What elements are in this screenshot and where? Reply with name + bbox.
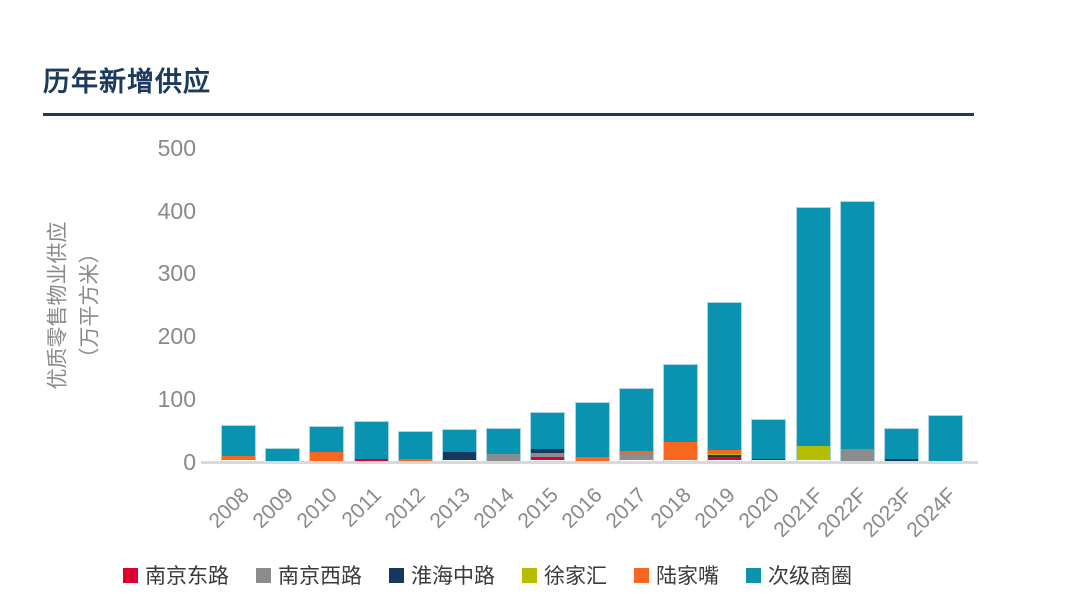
bar-2022F [839,200,875,462]
legend-swatch-icon [634,567,649,583]
bar-segment [619,451,653,455]
bar-segment [575,403,609,458]
bar-segment [531,413,565,449]
x-axis-line [201,461,978,464]
bar-2011 [353,420,389,462]
bar-segment [885,428,918,459]
legend-label: 徐家汇 [544,565,607,588]
legend-swatch-icon [123,567,138,583]
bar-segment [443,429,476,453]
bar-2015 [530,412,566,462]
legend-swatch-icon [522,567,537,583]
bar-2013 [442,428,477,462]
bar-segment [708,455,742,458]
bar-2023F [884,427,919,462]
legend-item: 淮海中路 [389,560,495,590]
legend-swatch-icon [746,567,761,583]
legend-swatch-icon [256,567,271,583]
bar-2021F [795,206,831,462]
bar-segment [531,457,565,461]
bar-segment [487,428,521,455]
bar-segment [531,448,565,453]
y-axis-label-line1: 优质零售物业供应 [46,221,70,390]
bar-segment [354,421,388,460]
y-tick-label: 100 [157,385,196,412]
bar-segment [222,456,255,461]
bar-segment [664,458,697,461]
y-axis-label: 优质零售物业供应 （万平方米） [36,148,112,463]
bar-2018 [663,363,698,462]
bar-segment [796,207,830,447]
bar-segment [885,458,918,461]
legend-label: 淮海中路 [411,565,495,588]
bar-segment [266,448,300,461]
bar-segment [531,452,565,458]
bar-segment [708,303,742,451]
y-tick-label: 500 [157,135,196,161]
y-tick-label: 300 [157,260,196,287]
legend-label: 陆家嘴 [656,565,719,588]
legend-swatch-icon [389,567,404,583]
bar-2019 [707,302,743,462]
legend: 南京东路 南京西路 淮海中路 徐家汇 陆家嘴 次级商圈 [123,560,852,590]
bar-2017 [618,388,654,462]
bar-segment [796,446,830,461]
bar-2020 [751,418,787,462]
legend-item: 次级商圈 [746,560,852,590]
page-title: 历年新增供应 [43,67,211,97]
bar-2016 [574,402,610,462]
bar-segment [354,459,388,461]
bar-2010 [309,425,345,462]
legend-item: 徐家汇 [522,560,607,590]
legend-item: 南京东路 [123,560,229,590]
bar-segment [840,201,874,450]
legend-item: 南京西路 [256,560,362,590]
bar-segment [487,454,521,461]
bar-2012 [397,430,433,462]
bar-segment [708,457,742,461]
y-tick-label: 200 [157,323,196,350]
bar-segment [929,415,963,461]
legend-label: 南京东路 [145,565,229,588]
bar-segment [398,458,432,461]
bar-segment [443,452,476,461]
bar-segment [222,426,255,457]
bar-segment [619,389,653,452]
bar-2009 [265,447,301,462]
bar-segment [310,426,344,453]
y-axis-label-line2: （万平方米） [78,242,101,369]
bar-2014 [486,427,522,462]
bar-segment [752,458,786,461]
bar-2024F [928,414,964,462]
title-underline [43,113,974,116]
bar-segment [840,449,874,461]
y-tick-label: 400 [157,197,196,224]
bar-segment [664,441,697,459]
legend-item: 陆家嘴 [634,560,719,590]
bar-segment [575,457,609,461]
legend-label: 次级商圈 [768,565,852,588]
bar-segment [752,419,786,459]
legend-label: 南京西路 [278,565,362,588]
bar-segment [619,454,653,461]
bar-segment [708,453,742,456]
bar-2008 [221,425,256,462]
plot-area [205,148,975,463]
bar-segment [310,452,344,461]
bar-segment [708,450,742,454]
y-tick-label: 0 [183,448,196,475]
bar-segment [664,364,697,442]
bar-segment [398,431,432,459]
